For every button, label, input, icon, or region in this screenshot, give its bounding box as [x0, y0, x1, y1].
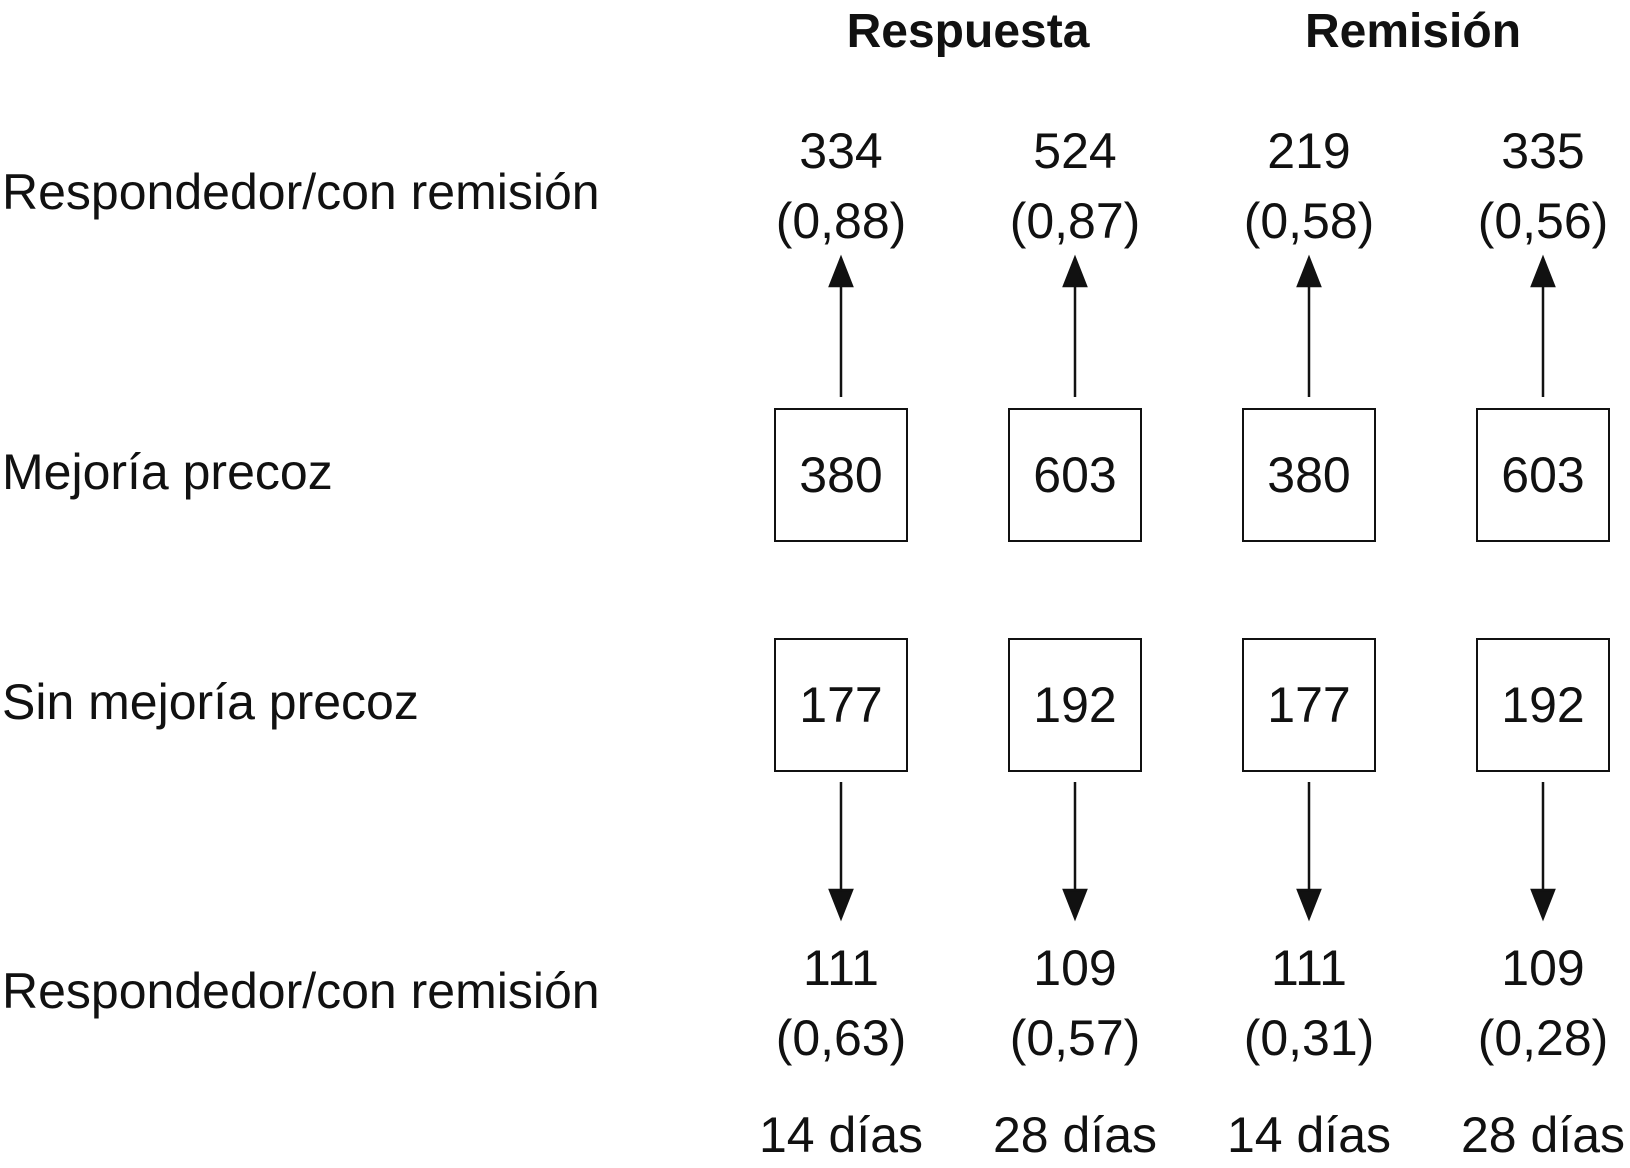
bottom-ratio: (0,28)	[1477, 1010, 1609, 1066]
up-arrow-head	[1062, 254, 1088, 288]
top-count: 335	[1501, 123, 1585, 179]
bottom-ratio: (0,57)	[1009, 1010, 1141, 1066]
period-label: 28 días	[1460, 1107, 1626, 1163]
no-early-improvement-box: 192	[1008, 638, 1142, 772]
row-label-bottom-outcome: Respondedor/con remisión	[2, 963, 600, 1019]
down-arrow-head	[1530, 888, 1556, 922]
bottom-count: 111	[1270, 940, 1348, 996]
bottom-count: 109	[1033, 940, 1117, 996]
period-label: 14 días	[758, 1107, 924, 1163]
early-improvement-box: 380	[774, 408, 908, 542]
early-improvement-box: 603	[1008, 408, 1142, 542]
bottom-count: 109	[1501, 940, 1585, 996]
period-label: 28 días	[992, 1107, 1158, 1163]
no-early-improvement-box: 177	[774, 638, 908, 772]
row-label-early-improvement: Mejoría precoz	[2, 444, 333, 500]
row-label-top-outcome: Respondedor/con remisión	[2, 164, 600, 220]
down-arrow-head	[1062, 888, 1088, 922]
up-arrow-head	[1530, 254, 1556, 288]
no-early-improvement-box: 192	[1476, 638, 1610, 772]
bottom-ratio: (0,31)	[1243, 1010, 1375, 1066]
up-arrow-head	[828, 254, 854, 288]
top-ratio: (0,56)	[1477, 193, 1609, 249]
period-label: 14 días	[1226, 1107, 1392, 1163]
top-ratio: (0,87)	[1009, 193, 1141, 249]
early-improvement-box: 603	[1476, 408, 1610, 542]
top-count: 524	[1033, 123, 1117, 179]
up-arrow-head	[1296, 254, 1322, 288]
top-count: 219	[1267, 123, 1351, 179]
bottom-ratio: (0,63)	[775, 1010, 907, 1066]
early-improvement-box: 380	[1242, 408, 1376, 542]
top-count: 334	[799, 123, 883, 179]
down-arrow-head	[1296, 888, 1322, 922]
row-label-no-early-improvement: Sin mejoría precoz	[2, 674, 419, 730]
top-ratio: (0,58)	[1243, 193, 1375, 249]
top-ratio: (0,88)	[775, 193, 907, 249]
bottom-count: 111	[802, 940, 880, 996]
header-remision: Remisión	[1304, 5, 1522, 58]
down-arrow-head	[828, 888, 854, 922]
no-early-improvement-box: 177	[1242, 638, 1376, 772]
header-respuesta: Respuesta	[846, 5, 1090, 58]
